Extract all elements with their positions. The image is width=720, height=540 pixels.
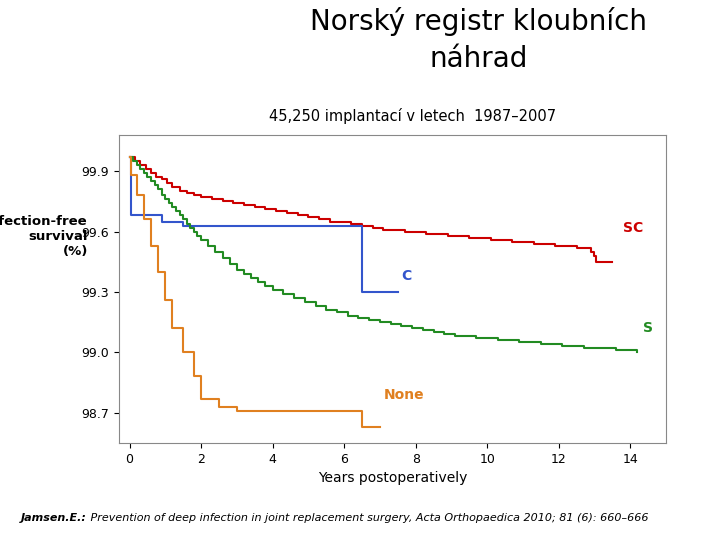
X-axis label: Years postoperatively: Years postoperatively [318, 471, 467, 485]
Text: 45,250 implantací v letech  1987–2007: 45,250 implantací v letech 1987–2007 [269, 108, 556, 124]
Text: Norský registr kloubních: Norský registr kloubních [310, 7, 647, 36]
Text: Prevention of deep infection in joint replacement surgery, Acta Orthopaedica 201: Prevention of deep infection in joint re… [87, 514, 649, 523]
Text: Infection-free survival (%): Infection-free survival (%) [0, 214, 88, 258]
Text: C: C [401, 269, 412, 283]
Text: Jamsen.E.:: Jamsen.E.: [22, 514, 87, 523]
Text: náhrad: náhrad [430, 45, 528, 73]
Text: KOMPLIKACÍ KLOUBNÍCH NÁHRAD: KOMPLIKACÍ KLOUBNÍCH NÁHRAD [14, 61, 224, 71]
Text: S: S [643, 321, 653, 335]
Text: PREVENCE INFEKČNÍCH: PREVENCE INFEKČNÍCH [47, 27, 191, 37]
Text: SC: SC [623, 220, 644, 234]
Text: None: None [384, 388, 424, 402]
